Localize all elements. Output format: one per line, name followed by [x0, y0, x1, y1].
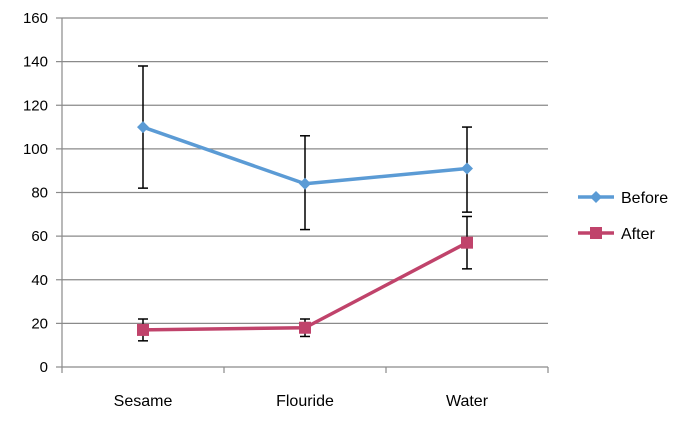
axes: 0 20 40 60 80 100 120 140 160 Sesame Flouride Water [23, 10, 549, 410]
x-tick-label: Sesame [114, 393, 173, 410]
data-point-before [299, 177, 311, 190]
y-tick-label: 100 [23, 141, 48, 158]
error-bars [138, 65, 472, 342]
y-tick-label: 60 [31, 228, 48, 245]
y-tick-label: 40 [31, 272, 48, 289]
series [137, 121, 473, 336]
x-tick-label: Flouride [276, 393, 334, 410]
data-point-after [299, 321, 311, 334]
legend-marker-before [590, 191, 602, 203]
data-point-before [461, 162, 473, 175]
legend-marker-after [590, 227, 602, 239]
data-point-before [137, 121, 149, 134]
legend-label-after: After [621, 226, 655, 243]
y-tick-label: 0 [40, 359, 48, 376]
data-point-after [461, 236, 473, 249]
y-tick-label: 20 [31, 315, 48, 332]
y-tick-label: 80 [31, 185, 48, 202]
y-tick-label: 140 [23, 54, 48, 71]
y-tick-label: 160 [23, 10, 48, 27]
y-tick-label: 120 [23, 97, 48, 114]
series-line-after [142, 241, 468, 332]
data-point-after [137, 323, 149, 336]
x-tick-label: Water [446, 393, 489, 410]
legend: Before After [578, 190, 668, 243]
legend-label-before: Before [621, 190, 668, 207]
